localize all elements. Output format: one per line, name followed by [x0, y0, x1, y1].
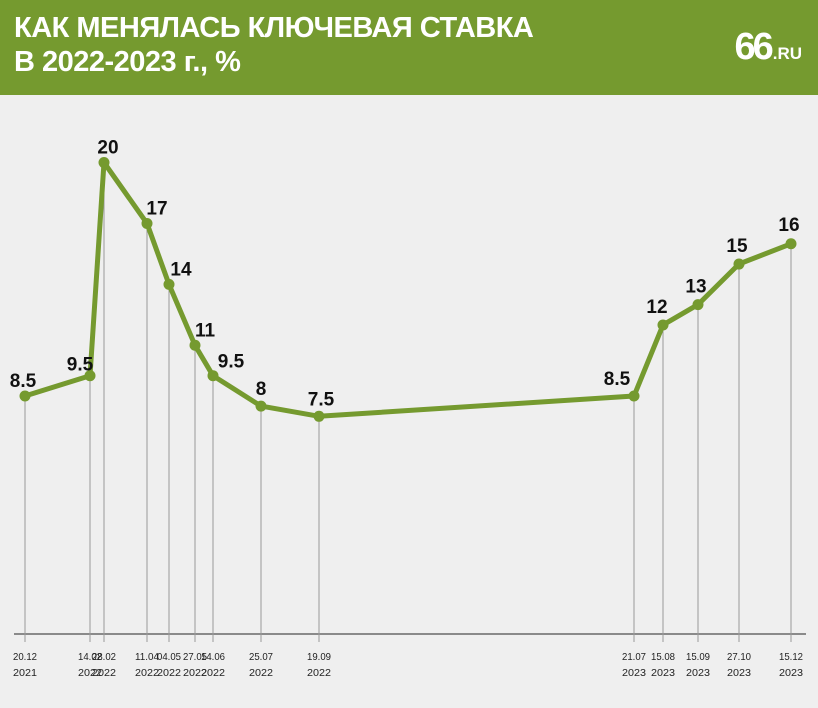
- logo-suffix: .RU: [772, 44, 802, 63]
- data-point: [313, 410, 325, 422]
- x-tick-label-year: 2023: [779, 667, 803, 679]
- x-tick-label-day: 15.12: [779, 651, 803, 663]
- data-point: [19, 390, 31, 402]
- chart-title-line-1: КАК МЕНЯЛАСЬ КЛЮЧЕВАЯ СТАВКА: [14, 12, 534, 44]
- data-point: [692, 299, 704, 311]
- data-label: 7.5: [308, 389, 335, 410]
- data-label: 8.5: [10, 371, 37, 392]
- data-point: [785, 238, 797, 250]
- data-point: [98, 157, 110, 169]
- data-markers: [19, 157, 797, 422]
- data-point: [163, 278, 175, 290]
- data-label: 11: [195, 320, 216, 341]
- x-tick-label-day: 04.05: [157, 651, 181, 663]
- guide-lines: [24, 162, 792, 642]
- date-labels: 20.12202114.02202228.02202211.04202204.0…: [13, 651, 803, 679]
- x-tick-label-year: 2022: [201, 667, 225, 679]
- x-tick-label-year: 2022: [78, 667, 102, 679]
- data-point: [255, 400, 267, 412]
- data-point: [657, 319, 669, 331]
- x-tick-label-year: 2022: [307, 667, 331, 679]
- data-point: [141, 217, 153, 229]
- x-tick-label-year: 2022: [249, 667, 273, 679]
- data-point: [189, 339, 201, 351]
- x-tick-label-day: 15.09: [686, 651, 710, 663]
- x-tick-label-year: 2022: [157, 667, 181, 679]
- data-point: [207, 370, 219, 382]
- data-label: 9.5: [218, 352, 245, 373]
- data-label: 14: [170, 259, 192, 280]
- data-label: 16: [778, 215, 799, 236]
- x-tick-label-year: 2023: [686, 667, 710, 679]
- site-logo: 66 .RU: [734, 26, 802, 69]
- x-tick-label-day: 25.07: [249, 651, 273, 663]
- data-label: 13: [685, 277, 706, 298]
- x-tick-label-day: 11.04: [135, 651, 159, 663]
- x-tick-label-day: 14.02: [78, 651, 102, 663]
- header-banner: КАК МЕНЯЛАСЬ КЛЮЧЕВАЯ СТАВКА В 2022-2023…: [0, 0, 818, 95]
- x-tick-label-year: 2022: [183, 667, 207, 679]
- x-tick-label-year: 2021: [13, 667, 37, 679]
- data-label: 8: [256, 379, 267, 400]
- x-tick-label-day: 19.09: [307, 651, 331, 663]
- x-tick-label-day: 20.12: [13, 651, 37, 663]
- data-label: 15: [726, 236, 748, 257]
- x-tick-label-day: 21.07: [622, 651, 646, 663]
- data-point: [733, 258, 745, 270]
- data-label: 17: [146, 198, 167, 219]
- x-tick-label-day: 28.02: [92, 651, 116, 663]
- x-tick-label-day: 14.06: [201, 651, 225, 663]
- data-label: 8.5: [604, 369, 631, 390]
- x-tick-label-year: 2023: [622, 667, 646, 679]
- x-tick-label-day: 15.08: [651, 651, 675, 663]
- data-label: 9.5: [67, 355, 94, 376]
- rate-series-line: [22, 160, 794, 419]
- data-label: 20: [97, 138, 118, 159]
- logo-main: 66: [734, 26, 773, 68]
- x-tick-label-day: 27.10: [727, 651, 751, 663]
- data-point: [628, 390, 640, 402]
- x-tick-label-year: 2022: [92, 667, 116, 679]
- x-tick-label-year: 2023: [651, 667, 675, 679]
- x-tick-label-day: 27.05: [183, 651, 207, 663]
- chart-title-line-2: В 2022-2023 г., %: [14, 46, 241, 78]
- data-point: [84, 370, 96, 382]
- x-tick-label-year: 2023: [727, 667, 751, 679]
- data-label: 12: [646, 297, 667, 318]
- x-tick-label-year: 2022: [135, 667, 159, 679]
